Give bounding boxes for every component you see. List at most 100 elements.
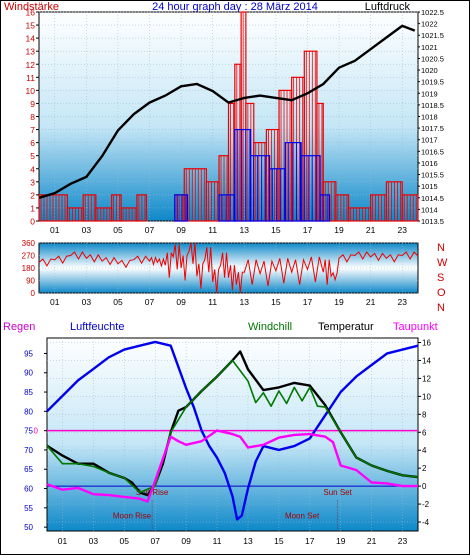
pressure-tick-label: 1019.5	[421, 78, 444, 87]
pressure-tick-label: 1016.5	[421, 147, 444, 156]
wind-tick-label: 14	[26, 34, 36, 44]
temperature-x-tick-label: 13	[243, 536, 253, 546]
wind-tick-label: 8	[30, 112, 35, 122]
wind-x-tick-label: 07	[145, 225, 155, 235]
direction-x-tick-label: 17	[303, 297, 313, 307]
temperature-x-tick-label: 05	[120, 536, 130, 546]
wind-tick-label: 0	[30, 217, 35, 227]
wind-tick-label: 4	[30, 164, 35, 174]
humidity-tick-label: 85	[24, 388, 33, 397]
wind-x-tick-label: 13	[240, 225, 250, 235]
temperature-legend: Regen Luftfeuchte Windchill Temperatur Taupu…	[3, 321, 438, 333]
humidity-tick-label: 50	[24, 523, 33, 532]
wind-tick-label: 6	[30, 138, 35, 148]
wind-x-tick-label: 15	[271, 225, 281, 235]
direction-x-ticks: 01 03 05 07 09 11 13 15 17 19 21 23	[50, 297, 407, 307]
temperature-tick-label: 2	[422, 464, 427, 473]
pressure-tick-label: 1017.5	[421, 124, 444, 133]
wind-x-tick-label: 23	[397, 225, 407, 235]
pressure-tick-label: 1017	[421, 136, 438, 145]
sun-set-label: Sun Set	[323, 488, 352, 497]
wind-x-tick-label: 01	[50, 225, 60, 235]
compass-label: S	[437, 272, 444, 284]
temperature-grid	[47, 338, 418, 531]
wind-tick-label: 1	[30, 203, 35, 213]
direction-x-tick-label: 11	[208, 297, 217, 307]
chart-title: 24 hour graph day : 28 März 2014	[152, 1, 318, 13]
direction-x-tick-label: 15	[271, 297, 281, 307]
wind-tick-label: 7	[30, 125, 35, 135]
humidity-tick-label: 65	[24, 465, 33, 474]
direction-tick-label: 360	[22, 239, 36, 248]
wind-tick-label: 9	[30, 99, 35, 109]
pressure-tick-label: 1014.5	[421, 194, 444, 203]
humidity-tick-label: 95	[24, 349, 33, 358]
pressure-tick-label: 1020	[421, 66, 438, 75]
direction-tick-label: 180	[22, 264, 36, 273]
moon-rise-label: Moon Rise	[113, 511, 152, 520]
temperature-x-tick-label: 15	[274, 536, 284, 546]
direction-tick-label: 270	[22, 252, 36, 261]
legend-entry: Taupunkt	[393, 321, 438, 333]
temperature-tick-label: -4	[422, 518, 430, 527]
temperature-tick-label: 16	[422, 338, 431, 347]
wind-tick-label: 12	[26, 60, 36, 70]
pressure-tick-label: 1015.5	[421, 171, 444, 180]
humidity-tick-label: 75	[24, 427, 33, 436]
temperature-x-tick-label: 03	[89, 536, 99, 546]
direction-x-tick-label: 05	[113, 297, 123, 307]
direction-x-tick-label: 07	[145, 297, 155, 307]
legend-entry: Temperatur	[318, 321, 374, 333]
temperature-tick-label: 8	[422, 410, 427, 419]
legend-entry: Luftfeuchte	[70, 321, 124, 333]
pressure-tick-label: 1014	[421, 205, 438, 214]
direction-x-tick-label: 09	[176, 297, 186, 307]
wind-tick-label: 2	[30, 190, 35, 200]
temperature-x-tick-label: 11	[213, 536, 222, 546]
humidity-tick-label: 60	[24, 485, 33, 494]
temperature-x-tick-label: 01	[58, 536, 68, 546]
direction-tick-label: 90	[26, 277, 35, 286]
temperature-x-tick-label: 17	[305, 536, 315, 546]
direction-tick-label: 0	[31, 289, 36, 298]
pressure-y-ticks: 1013.5 1014 1014.5 1015 1015.5 1016 1016.5 1017…	[418, 8, 444, 226]
direction-y-ticks: 0 90 180 270 360	[22, 239, 36, 298]
direction-line	[38, 242, 419, 294]
pressure-line	[38, 24, 416, 199]
pressure-tick-label: 1016	[421, 159, 438, 168]
direction-x-tick-label: 23	[397, 297, 407, 307]
temperature-tick-label: 10	[422, 392, 431, 401]
series-line	[46, 429, 418, 503]
wind-x-tick-label: 03	[82, 225, 92, 235]
pressure-tick-label: 1021.5	[421, 31, 444, 40]
temperature-tick-label: 0	[422, 482, 427, 491]
wind-x-ticks: 01 03 05 07 09 11 13 15 17 19 21 23	[50, 225, 407, 235]
pressure-tick-label: 1021	[421, 43, 438, 52]
wind-x-tick-label: 19	[334, 225, 344, 235]
temperature-tick-label: 12	[422, 374, 431, 383]
pressure-tick-label: 1020.5	[421, 54, 444, 63]
compass-label: W	[437, 257, 448, 269]
temperature-tick-label: 6	[422, 428, 427, 437]
moon-set-label: Moon Set	[285, 511, 320, 520]
temperature-panel: Regen Luftfeuchte Windchill Temperatur Taupu…	[3, 321, 438, 546]
wind-bar	[319, 194, 331, 222]
humidity-tick-label: 90	[24, 369, 33, 378]
temperature-x-tick-label: 19	[336, 536, 346, 546]
wind-tick-label: 13	[26, 47, 36, 57]
direction-x-tick-label: 03	[82, 297, 92, 307]
legend-entry: Regen	[3, 321, 35, 333]
wind-tick-label: 16	[26, 8, 36, 18]
wind-axis-title: Windstärke	[4, 1, 59, 13]
pressure-tick-label: 1022	[421, 20, 438, 29]
wind-tick-label: 5	[30, 151, 35, 161]
wind-tick-label: 11	[26, 73, 35, 83]
series-line	[46, 340, 419, 521]
pressure-tick-label: 1019	[421, 89, 438, 98]
legend-entry: Windchill	[248, 321, 292, 333]
direction-x-tick-label: 21	[366, 297, 376, 307]
wind-tick-label: 10	[26, 86, 36, 96]
wind-tick-label: 3	[30, 177, 35, 187]
